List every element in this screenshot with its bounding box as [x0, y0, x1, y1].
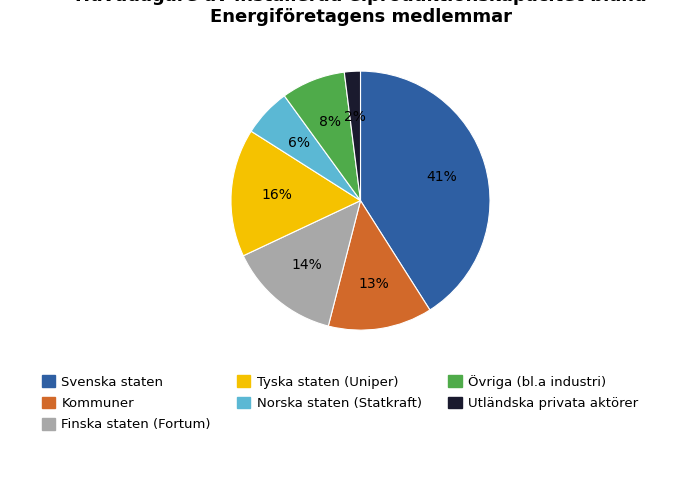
Text: 13%: 13%: [358, 277, 389, 291]
Wedge shape: [360, 71, 490, 310]
Wedge shape: [251, 96, 360, 200]
Text: 41%: 41%: [426, 170, 456, 184]
Text: 14%: 14%: [291, 258, 322, 272]
Wedge shape: [284, 72, 360, 200]
Text: 16%: 16%: [261, 188, 292, 202]
Wedge shape: [231, 131, 360, 256]
Wedge shape: [244, 200, 360, 326]
Wedge shape: [328, 200, 430, 330]
Title: Huvudägare av installerad elproduktionskapacitet bland
Energiföretagens medlemma: Huvudägare av installerad elproduktionsk…: [75, 0, 646, 26]
Text: 6%: 6%: [288, 136, 310, 150]
Legend: Svenska staten, Kommuner, Finska staten (Fortum), Tyska staten (Uniper), Norska : Svenska staten, Kommuner, Finska staten …: [41, 375, 638, 431]
Wedge shape: [344, 71, 360, 200]
Text: 8%: 8%: [318, 115, 340, 129]
Text: 2%: 2%: [344, 109, 366, 123]
